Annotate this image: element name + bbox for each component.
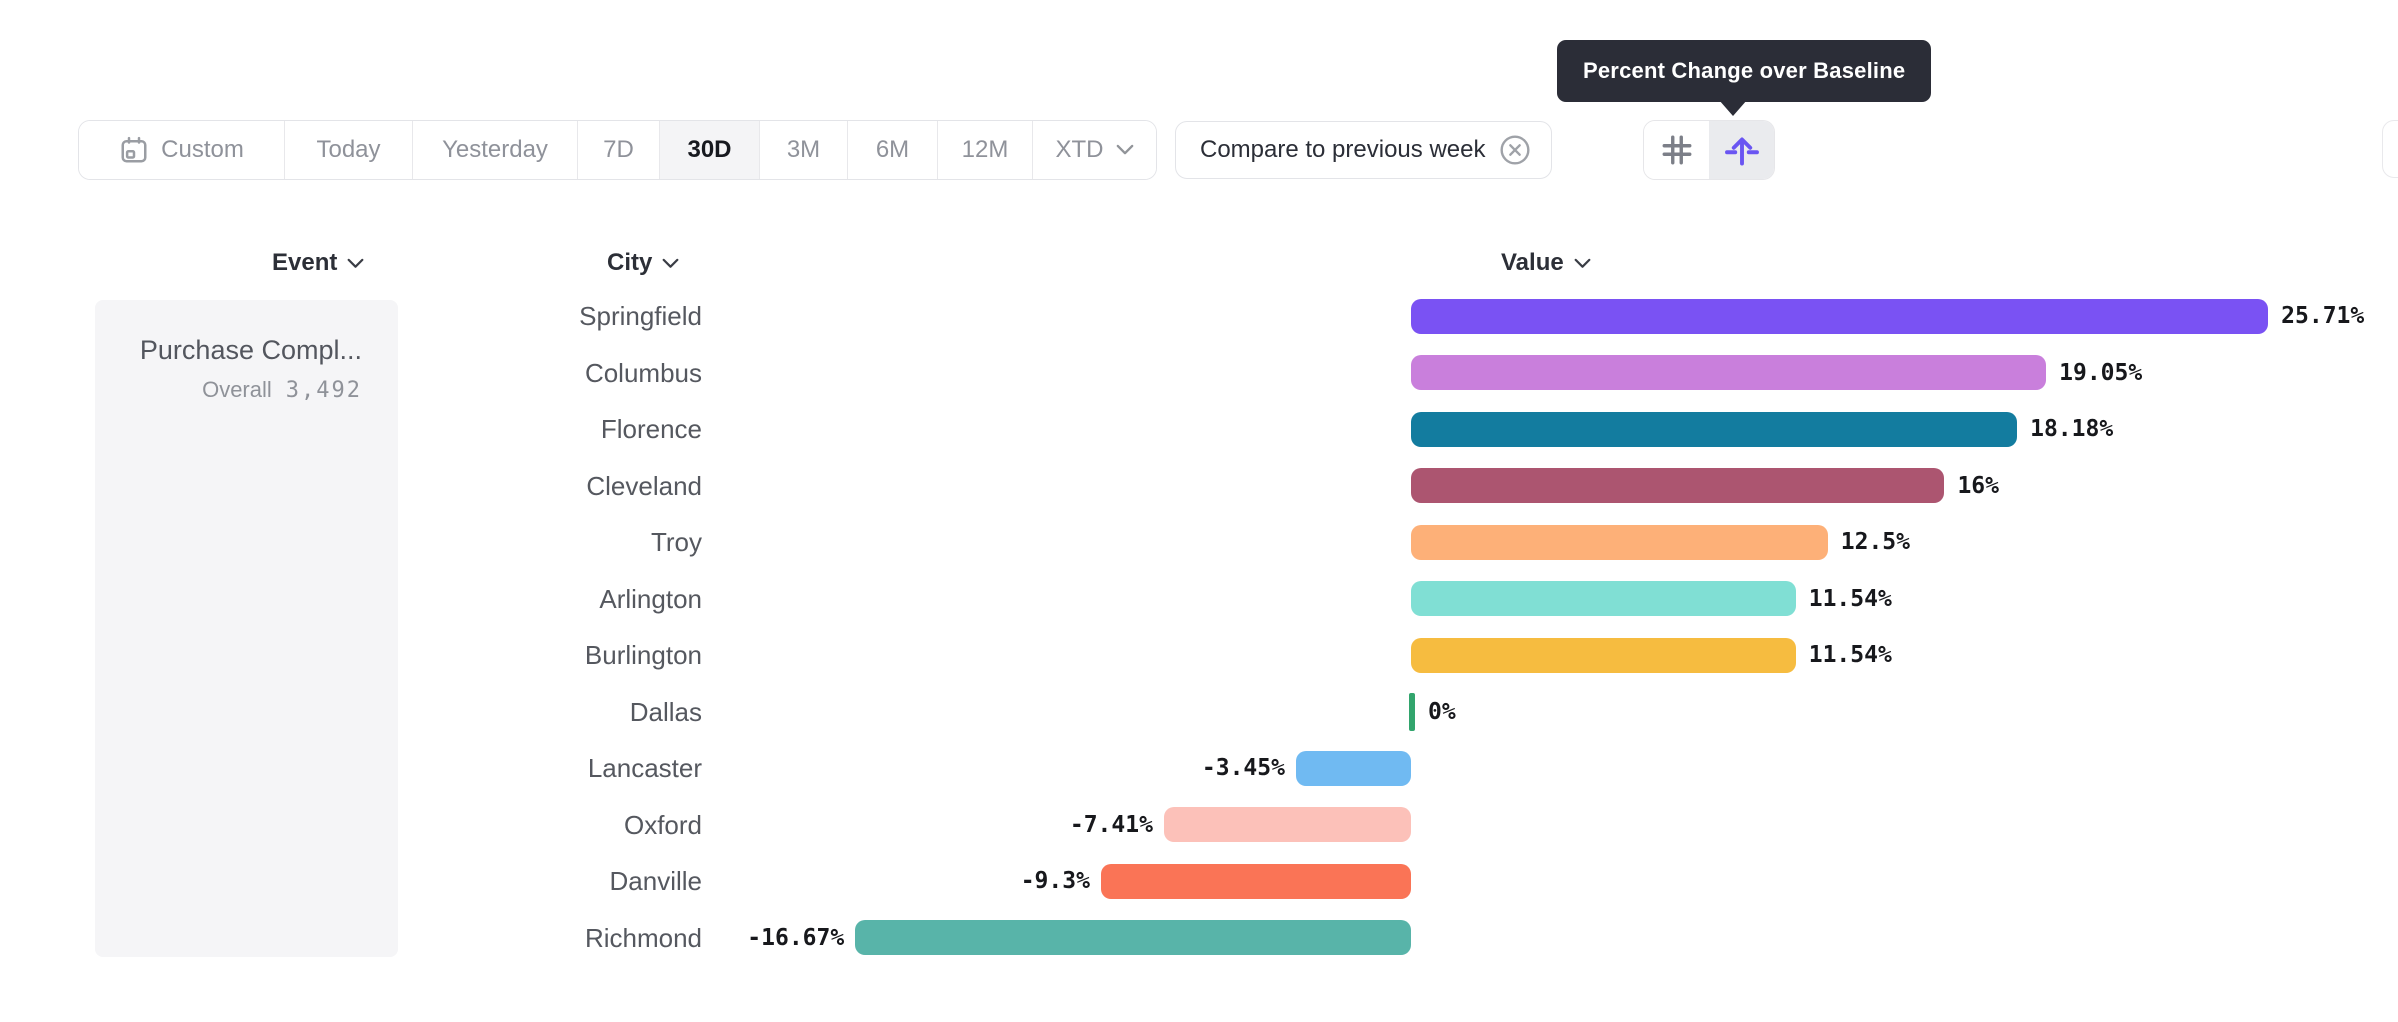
value-label: 16% (1957, 472, 1999, 499)
value-label: 18.18% (2030, 416, 2114, 442)
tooltip-caret (1719, 100, 1747, 116)
value-label: -16.67% (747, 924, 845, 951)
column-header-event[interactable]: Event (272, 247, 364, 279)
arrow-up-from-baseline-icon (1724, 132, 1760, 168)
date-range-label: 12M (961, 136, 1009, 163)
date-range-xtd[interactable]: XTD (1033, 121, 1156, 179)
date-range-30d[interactable]: 30D (660, 121, 760, 179)
city-label: Columbus (584, 357, 702, 388)
value-label: 0% (1428, 698, 1456, 725)
bar-richmond[interactable] (855, 920, 1411, 955)
bar-cleveland[interactable] (1411, 468, 1945, 503)
column-header-city[interactable]: City (607, 247, 679, 279)
view-toggle (1643, 120, 1775, 180)
bar-burlington[interactable] (1411, 637, 1796, 673)
date-range-7d[interactable]: 7D (578, 121, 660, 179)
bar-oxford[interactable] (1163, 807, 1411, 842)
value-label: -3.45% (1201, 755, 1285, 781)
bar-dallas[interactable] (1409, 692, 1415, 731)
date-range-yesterday[interactable]: Yesterday (413, 121, 578, 179)
date-range-label: 3M (786, 136, 821, 163)
city-label: Florence (600, 414, 702, 444)
value-label: 11.54% (1808, 585, 1892, 612)
date-range-label: Today (316, 136, 381, 163)
bar-florence[interactable] (1411, 411, 2018, 447)
grid-view-button[interactable] (1644, 121, 1709, 179)
value-label: 11.54% (1808, 642, 1892, 668)
tooltip: Percent Change over Baseline (1557, 40, 1932, 102)
event-title: Purchase Compl... (139, 335, 362, 365)
bar-arlington[interactable] (1411, 581, 1796, 616)
event-metric: Overall 3,492 (115, 374, 362, 407)
city-label: Lancaster (587, 753, 702, 783)
city-label: Dallas (629, 696, 702, 727)
bar-columbus[interactable] (1411, 355, 2047, 390)
city-label: Arlington (599, 583, 702, 614)
bar-troy[interactable] (1411, 524, 1828, 560)
bar-springfield[interactable] (1411, 298, 2269, 334)
city-label: Danville (609, 866, 703, 896)
compare-button[interactable]: Compare to previous week (1175, 121, 1553, 179)
tooltip-text: Percent Change over Baseline (1583, 58, 1906, 83)
date-range-segmented-control: Custom Today Yesterday 7D 30D 3M 6M 12M XTD (78, 120, 1157, 180)
column-header-value[interactable]: Value (1501, 247, 1591, 279)
chevron-down-icon (1574, 258, 1591, 269)
date-range-label: Custom (161, 136, 244, 163)
arrow-up-from-baseline-view-button[interactable] (1709, 121, 1774, 179)
chevron-down-icon (347, 258, 364, 269)
date-range-label: 30D (687, 136, 732, 163)
circle-x-icon[interactable] (1499, 134, 1531, 166)
bar-lancaster[interactable] (1295, 750, 1411, 786)
date-range-label: 7D (603, 136, 634, 163)
bar-danville[interactable] (1100, 863, 1411, 899)
date-range-custom[interactable]: Custom (79, 121, 285, 179)
column-header-event-label: Event (272, 249, 338, 276)
city-label: Cleveland (586, 470, 702, 501)
grid-icon (1660, 133, 1694, 167)
value-label: 19.05% (2059, 359, 2143, 386)
value-label: 12.5% (1840, 529, 1910, 555)
date-range-today[interactable]: Today (285, 121, 413, 179)
date-range-label: 6M (875, 136, 910, 163)
date-range-6m[interactable]: 6M (848, 121, 938, 179)
city-label: Troy (650, 527, 702, 557)
calendar-icon (121, 136, 147, 163)
date-range-label: XTD (1055, 136, 1104, 163)
event-metric-label: Overall (202, 377, 272, 402)
event-card[interactable]: Purchase Compl... Overall 3,492 (95, 300, 398, 957)
event-metric-value: 3,492 (285, 378, 362, 403)
column-header-value-label: Value (1501, 249, 1564, 276)
city-label: Richmond (584, 922, 702, 953)
chevron-down-icon (1116, 144, 1134, 155)
value-label: -7.41% (1069, 811, 1153, 838)
compare-button-label: Compare to previous week (1200, 136, 1486, 163)
column-header-city-label: City (607, 249, 653, 276)
chevron-down-icon (662, 258, 679, 269)
value-label: -9.3% (1020, 868, 1090, 894)
value-label: 25.71% (2281, 303, 2365, 329)
partial-right-button[interactable] (2382, 120, 2398, 178)
date-range-label: Yesterday (442, 136, 548, 163)
city-label: Springfield (579, 301, 702, 331)
city-label: Oxford (623, 809, 702, 840)
date-range-3m[interactable]: 3M (760, 121, 848, 179)
date-range-12m[interactable]: 12M (938, 121, 1033, 179)
city-label: Burlington (584, 640, 702, 670)
